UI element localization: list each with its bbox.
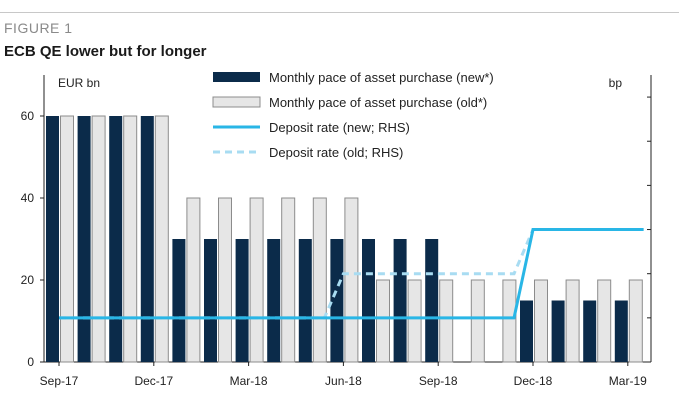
bar-new — [235, 239, 249, 362]
bar-new — [77, 116, 91, 362]
bar-old — [344, 197, 359, 363]
bar-new — [172, 239, 186, 362]
bar-new — [551, 300, 565, 362]
bar-new — [204, 239, 217, 362]
bar-new — [140, 116, 154, 362]
y-tick-label: 20 — [21, 273, 35, 287]
bar-new — [362, 239, 375, 362]
bar-old — [249, 197, 264, 363]
x-tick-label: Sep-17 — [40, 374, 79, 388]
x-tick-label: Sep-18 — [419, 374, 458, 388]
bar-old — [534, 279, 548, 363]
bar-new — [614, 300, 628, 362]
bar-old — [439, 279, 454, 363]
legend-swatch-bar — [213, 72, 260, 82]
y2-axis-label: bp — [609, 76, 623, 90]
chart-title: ECB QE lower but for longer — [4, 43, 207, 60]
x-tick-label: Mar-18 — [230, 374, 268, 388]
y-tick-label: 0 — [27, 355, 34, 369]
bar-old — [597, 279, 612, 363]
legend-label: Deposit rate (new; RHS) — [269, 120, 410, 135]
x-tick-label: Mar-19 — [609, 374, 647, 388]
bar-new — [46, 116, 59, 362]
bar-old — [312, 197, 327, 363]
bar-new — [267, 239, 281, 362]
legend-label: Deposit rate (old; RHS) — [269, 145, 403, 160]
bar-new — [109, 116, 123, 362]
legend-swatch-bar — [212, 96, 261, 108]
bar-old — [123, 115, 138, 363]
bar-new — [298, 239, 312, 362]
y-tick-label: 40 — [21, 191, 35, 205]
legend-label: Monthly pace of asset purchase (new*) — [269, 70, 494, 85]
bar-new — [583, 300, 597, 362]
x-tick-label: Dec-17 — [134, 374, 173, 388]
legend-label: Monthly pace of asset purchase (old*) — [269, 95, 487, 110]
bar-old — [407, 279, 422, 363]
y-axis-label: EUR bn — [58, 76, 100, 90]
bar-old — [470, 279, 485, 363]
bar-old — [502, 279, 517, 363]
top-rule — [0, 12, 679, 13]
line-deposit-new — [59, 228, 644, 320]
bar-old — [628, 279, 643, 363]
bar-old — [281, 197, 296, 363]
x-tick-label: Jun-18 — [325, 374, 362, 388]
bar-new — [520, 300, 533, 362]
bar-old — [565, 279, 580, 363]
bar-old — [60, 115, 74, 363]
bar-old — [91, 115, 106, 363]
y-tick-label: 60 — [21, 109, 35, 123]
bar-new — [330, 239, 344, 362]
bar-old — [186, 197, 201, 363]
bar-old — [376, 279, 390, 363]
bar-old — [218, 197, 232, 363]
bar-old — [154, 115, 169, 363]
bar-new — [425, 239, 439, 362]
bar-new — [393, 239, 407, 362]
figure-label: FIGURE 1 — [4, 20, 73, 36]
x-tick-label: Dec-18 — [514, 374, 553, 388]
